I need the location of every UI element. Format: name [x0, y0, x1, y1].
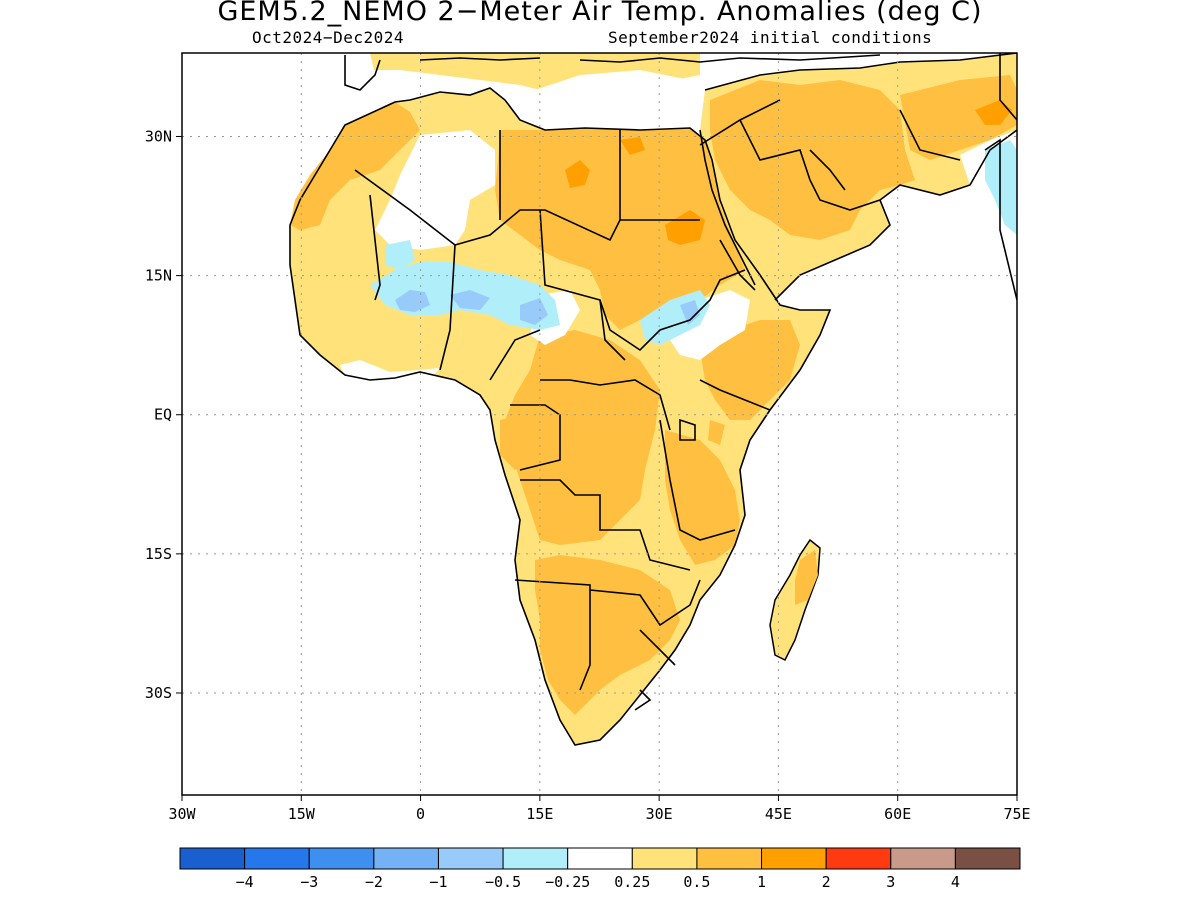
colorbar-swatch [179, 847, 246, 870]
colorbar-label: −3 [300, 873, 318, 891]
lon-tick-label: 30W [168, 805, 196, 823]
lon-tick-label: 45E [765, 805, 792, 823]
colorbar-label: 1 [757, 873, 766, 891]
southern-europe [345, 53, 700, 95]
map-title: GEM5.2_NEMO 2−Meter Air Temp. Anomalies … [217, 0, 983, 27]
colorbar-swatch [761, 847, 827, 870]
colorbar-label: 0.25 [614, 873, 650, 891]
colorbar-label: −0.25 [545, 873, 590, 891]
colorbar-swatch [373, 847, 439, 870]
colorbar-label: 4 [951, 873, 960, 891]
colorbar-swatch [437, 847, 504, 870]
lon-tick-label: 75E [1003, 805, 1030, 823]
colorbar-swatch [954, 847, 1021, 870]
initial-conditions: September2024 initial conditions [608, 28, 933, 47]
colorbar: −4 −3 −2 −1 −0.5 −0.25 0.25 0.5 1 2 3 4 [179, 847, 1021, 891]
colorbar-swatch [567, 847, 633, 870]
lon-tick-label: 15E [526, 805, 553, 823]
colorbar-swatch [502, 847, 569, 870]
colorbar-label: −2 [365, 873, 383, 891]
anomaly-1-2-regions [565, 100, 1012, 245]
colorbar-label: 0.5 [683, 873, 710, 891]
graticule [182, 53, 1017, 795]
lon-tick-label: 30E [646, 805, 673, 823]
lat-tick-label: 15S [145, 545, 172, 563]
lon-tick-label: 0 [416, 805, 425, 823]
lat-tick-label: 30S [145, 684, 172, 702]
lat-tick-label: EQ [154, 406, 172, 424]
colorbar-swatch [825, 847, 892, 870]
forecast-period: Oct2024−Dec2024 [252, 28, 404, 47]
longitude-axis: 30W 15W 0 15E 30E 45E 60E 75E [168, 795, 1031, 823]
map-area [182, 53, 1017, 795]
colorbar-swatch [890, 847, 956, 870]
anomaly-neg-0p5-regions [395, 290, 700, 325]
lon-tick-label: 15W [288, 805, 316, 823]
colorbar-swatch [631, 847, 698, 870]
lon-tick-label: 60E [884, 805, 911, 823]
colorbar-label: −0.5 [485, 873, 521, 891]
colorbar-label: −1 [429, 873, 447, 891]
coastlines-borders [289, 53, 1017, 746]
map-frame [181, 52, 1018, 796]
anomaly-0p5-1-regions [290, 75, 1017, 715]
colorbar-label: 3 [886, 873, 895, 891]
colorbar-label: −4 [236, 873, 254, 891]
colorbar-swatch [244, 847, 310, 870]
colorbar-swatch [696, 847, 763, 870]
colorbar-label: 2 [822, 873, 831, 891]
lat-tick-label: 15N [145, 267, 172, 285]
lat-tick-label: 30N [145, 127, 172, 145]
colorbar-swatch [308, 847, 375, 870]
latitude-axis: 30N 15N EQ 15S 30S [145, 127, 182, 702]
